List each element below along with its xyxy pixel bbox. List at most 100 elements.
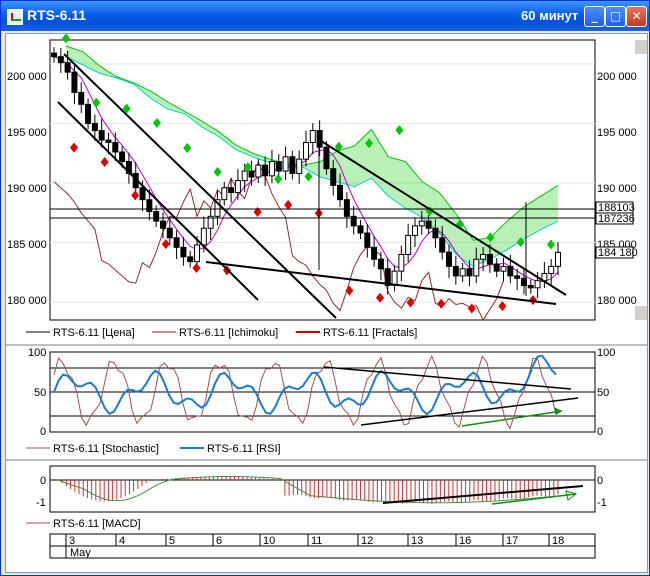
macd-signal-line <box>57 476 559 504</box>
date-tick-label: 5 <box>169 535 175 547</box>
fractal-up-marker <box>274 173 283 184</box>
fractal-up-marker <box>516 237 525 248</box>
fractal-up-marker <box>243 162 252 173</box>
candle-body <box>71 71 78 93</box>
price-left-axis: 200 000 195 000 190 000 185 000 180 000 <box>7 71 47 307</box>
candle-body <box>153 211 160 222</box>
candle-body <box>330 168 337 186</box>
candle-body <box>432 227 439 239</box>
fractal-up-marker <box>152 117 161 128</box>
candle-body <box>377 258 384 270</box>
trend-line-2 <box>63 53 337 319</box>
macd-trend-line <box>382 485 584 504</box>
y-tick-185000: 185 000 <box>7 239 47 251</box>
candle-body <box>411 225 418 236</box>
candle-body <box>105 139 112 143</box>
osc-trend-upper <box>323 366 572 390</box>
y-tick-right-195000: 195 000 <box>597 127 637 139</box>
candle-body <box>173 237 180 248</box>
fractal-down-marker <box>467 303 476 314</box>
trend-lines <box>50 53 595 319</box>
price-tag-box-184180 <box>595 246 634 259</box>
price-legend: RTS-6.11 [Цена] RTS-6.11 [Ichimoku] RTS-… <box>26 327 417 339</box>
candle-body <box>364 232 371 248</box>
maximize-button[interactable]: □ <box>605 6 626 27</box>
minimize-button[interactable]: _ <box>584 6 605 27</box>
chikou-line <box>53 161 504 322</box>
legend-price: RTS-6.11 [Цена] <box>53 327 135 339</box>
senkou-a-line <box>65 45 559 241</box>
month-label: May <box>70 547 91 559</box>
date-tick-label: 12 <box>361 535 373 547</box>
legend-ichimoku: RTS-6.11 [Ichimoku] <box>179 327 278 339</box>
kumo-segment <box>82 51 100 74</box>
macd-arrow-head <box>565 490 578 501</box>
fractal-down-marker <box>345 285 354 296</box>
osc-trend-lower <box>360 397 579 426</box>
stochastic-line <box>53 354 557 430</box>
osc-tick-right-100: 100 <box>597 347 615 359</box>
price-tag-188103: 188103 <box>598 202 635 214</box>
date-tick-label: 4 <box>119 535 125 547</box>
osc-tick-right-0: 0 <box>597 426 603 438</box>
macd-plot-frame <box>49 465 596 513</box>
candle-body <box>289 156 296 174</box>
candle-body <box>207 215 214 229</box>
candle-body <box>309 130 316 143</box>
candle-body <box>466 268 473 277</box>
fractal-markers <box>62 34 555 314</box>
fractal-up-marker <box>486 232 495 243</box>
candle-body <box>452 265 459 277</box>
fractal-up-marker <box>213 166 222 177</box>
candle-body <box>234 180 241 194</box>
macd-tick-0: 0 <box>40 475 46 487</box>
osc-tick-right-50: 50 <box>597 387 609 399</box>
fractal-up-marker <box>62 34 70 44</box>
candle-body <box>98 130 105 141</box>
candle-body <box>200 227 207 246</box>
candle-body <box>228 187 235 194</box>
trend-line-4 <box>317 138 567 296</box>
candle-body <box>112 141 119 153</box>
date-axis: 3 4 5 6 10 11 12 13 16 17 18 May <box>49 533 596 559</box>
osc-tick-50: 50 <box>34 387 46 399</box>
candle-body <box>486 253 493 265</box>
y-tick-200000: 200 000 <box>7 71 47 83</box>
candle-body <box>296 158 303 174</box>
candle-body <box>139 187 146 201</box>
candle-body <box>248 170 255 178</box>
fractal-down-marker <box>131 190 140 201</box>
osc-lines <box>53 354 557 430</box>
date-tick-label: 10 <box>263 535 275 547</box>
fractal-up-marker <box>365 138 374 149</box>
fractal-down-marker <box>161 239 170 250</box>
candle-body <box>180 246 187 258</box>
macd-panel: 0 -1 0 -1 RTS-6.11 [MACD] <box>26 465 607 530</box>
osc-divergence-arrow <box>461 410 563 427</box>
y-tick-180000: 180 000 <box>7 295 47 307</box>
window-title: RTS-6.11 <box>27 7 87 23</box>
date-tick-label: 18 <box>552 535 564 547</box>
legend-fractals: RTS-6.11 [Fractals] <box>323 327 417 339</box>
scroll-down-button[interactable] <box>635 306 647 320</box>
close-button[interactable]: ✕ <box>626 6 647 27</box>
candle-body <box>187 256 194 263</box>
candle-body <box>391 270 398 286</box>
macd-tick-right-minus1: -1 <box>597 497 607 509</box>
candle-body <box>493 263 500 272</box>
fractal-down-marker <box>437 298 446 309</box>
candle-body <box>371 246 378 260</box>
chart-app-icon <box>7 9 23 25</box>
rsi-line <box>53 354 557 416</box>
candle-body <box>214 199 221 217</box>
fractal-down-marker <box>406 297 415 308</box>
scroll-up-button[interactable] <box>635 40 647 54</box>
fractal-down-marker <box>376 292 384 303</box>
candle-body <box>262 164 269 177</box>
price-tag-box-187236 <box>595 212 634 225</box>
title-bar[interactable]: RTS-6.11 60 минут _ □ ✕ <box>1 1 649 31</box>
candle-body <box>514 275 521 279</box>
price-tag-184180: 184 180 <box>598 247 638 259</box>
candle-body <box>221 187 228 201</box>
